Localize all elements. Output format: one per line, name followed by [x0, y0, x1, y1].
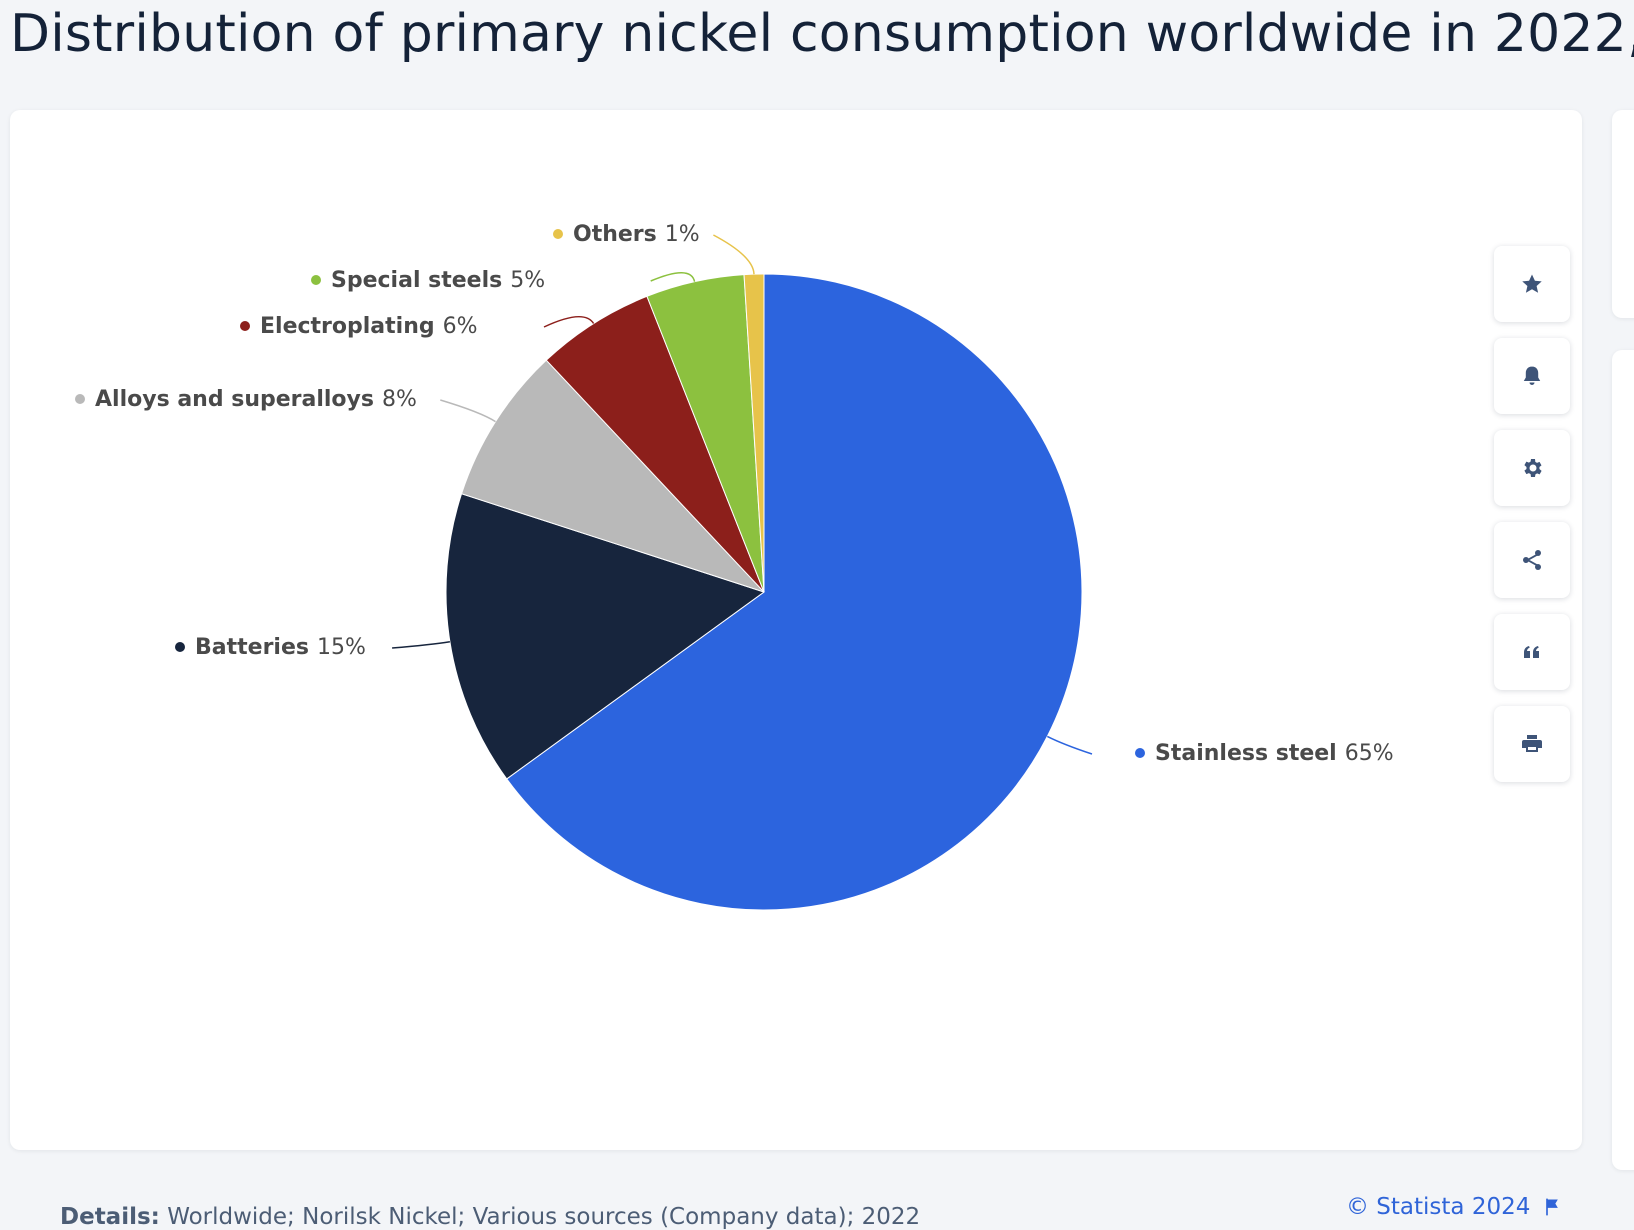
slice-label-special-steels: Special steels 5% [331, 268, 545, 293]
details-text: Worldwide; Norilsk Nickel; Various sourc… [167, 1204, 921, 1230]
label-dot-electroplating [240, 321, 250, 331]
quote-icon [1524, 646, 1539, 658]
label-dot-stainless-steel [1135, 748, 1145, 758]
connector-line-special-steels [650, 271, 696, 282]
slice-label-value: 5% [510, 268, 545, 293]
connector-line-others [713, 234, 755, 275]
slice-label-value: 15% [317, 635, 366, 660]
settings-button[interactable] [1494, 430, 1570, 506]
side-panel-top [1612, 110, 1634, 318]
source-details: Details: Worldwide; Norilsk Nickel; Vari… [60, 1204, 920, 1230]
share-icon [1523, 550, 1541, 570]
label-dot-alloys-and-superalloys [75, 394, 85, 404]
slice-label-batteries: Batteries 15% [195, 635, 366, 660]
connector-line-electroplating [543, 316, 595, 328]
flag-icon[interactable] [1542, 1197, 1562, 1217]
slice-label-name: Electroplating [260, 314, 435, 339]
slice-label-others: Others 1% [573, 222, 700, 247]
slice-labels: Stainless steel 65% Batteries 15% Alloys and… [75, 222, 1394, 766]
slice-label-stainless-steel: Stainless steel 65% [1155, 741, 1394, 766]
chart-toolbar [1494, 246, 1570, 782]
slice-label-name: Alloys and superalloys [95, 387, 374, 412]
credit-text: © Statista 2024 [1346, 1194, 1531, 1220]
chart-card: Stainless steel 65% Batteries 15% Alloys and… [10, 110, 1582, 1230]
slice-label-name: Special steels [331, 268, 502, 293]
printer-icon [1522, 735, 1542, 752]
label-dot-special-steels [311, 275, 321, 285]
slice-label-electroplating: Electroplating 6% [260, 314, 478, 339]
pie-slice-alloys-and-superalloys[interactable] [460, 359, 765, 593]
slice-label-name: Stainless steel [1155, 741, 1337, 766]
connector-line-alloys-and-superalloys [440, 399, 496, 423]
notification-button[interactable] [1494, 338, 1570, 414]
cite-button[interactable] [1494, 614, 1570, 690]
bell-icon [1523, 366, 1541, 385]
label-dot-batteries [175, 642, 185, 652]
slice-label-name: Others [573, 222, 657, 247]
connector-line-batteries [392, 640, 451, 649]
slice-label-name: Batteries [195, 635, 309, 660]
page-title: Distribution of primary nickel consumpti… [10, 4, 1634, 64]
slice-label-value: 8% [382, 387, 417, 412]
gear-icon [1524, 459, 1542, 477]
pie-slices [445, 273, 1083, 911]
slice-label-value: 1% [665, 222, 700, 247]
print-button[interactable] [1494, 706, 1570, 782]
slice-label-alloys-and-superalloys: Alloys and superalloys 8% [95, 387, 417, 412]
star-icon [1522, 274, 1542, 293]
connector-lines [392, 234, 1093, 755]
connector-line-stainless-steel [1046, 735, 1093, 755]
side-panel-bottom [1612, 350, 1634, 1170]
label-dot-others [553, 229, 563, 239]
details-label: Details: [60, 1204, 160, 1230]
favorite-button[interactable] [1494, 246, 1570, 322]
pie-slice-electroplating[interactable] [545, 295, 765, 593]
statista-credit-link[interactable]: © Statista 2024 [1346, 1194, 1562, 1220]
slice-label-value: 65% [1345, 741, 1394, 766]
slice-label-value: 6% [443, 314, 478, 339]
pie-slice-batteries[interactable] [445, 493, 766, 780]
share-button[interactable] [1494, 522, 1570, 598]
pie-chart: Stainless steel 65% Batteries 15% Alloys and… [75, 222, 1394, 911]
